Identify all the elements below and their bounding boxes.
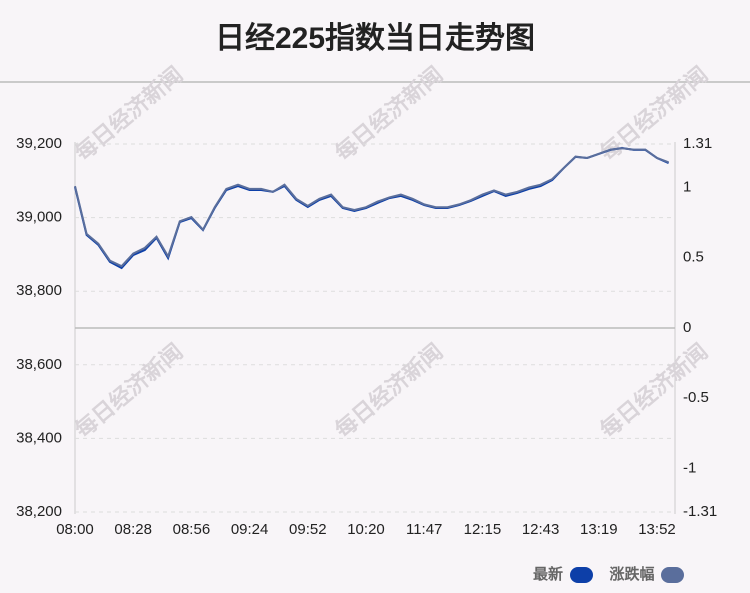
- x-tick-label: 10:20: [347, 521, 385, 538]
- x-tick-label: 12:43: [522, 521, 560, 538]
- y2-tick-label: -1: [683, 459, 696, 476]
- y2-tick-label: 0: [683, 319, 691, 336]
- watermark: 每日经济新闻: [70, 62, 187, 166]
- x-tick-label: 11:47: [406, 521, 442, 538]
- x-tick-label: 09:52: [289, 521, 327, 538]
- x-tick-label: 09:24: [231, 521, 269, 538]
- watermark: 每日经济新闻: [330, 339, 447, 443]
- y2-tick-label: 1: [683, 179, 691, 196]
- y-tick-label: 38,800: [16, 282, 62, 299]
- x-tick-label: 08:00: [56, 521, 94, 538]
- y-tick-label: 38,600: [16, 356, 62, 373]
- legend-swatch: [570, 567, 593, 583]
- x-tick-label: 13:52: [638, 521, 676, 538]
- x-tick-label: 13:19: [580, 521, 618, 538]
- y2-tick-label: 0.5: [683, 249, 704, 266]
- y2-tick-label: -0.5: [683, 389, 709, 406]
- x-tick-label: 08:56: [173, 521, 211, 538]
- y-tick-label: 38,400: [16, 429, 62, 446]
- y2-tick-label: 1.31: [683, 135, 712, 152]
- watermark: 每日经济新闻: [70, 339, 187, 443]
- x-tick-label: 08:28: [114, 521, 152, 538]
- y2-tick-label: -1.31: [683, 503, 717, 520]
- legend-swatch: [661, 567, 684, 583]
- watermark: 每日经济新闻: [330, 62, 447, 166]
- y-tick-label: 39,200: [16, 135, 62, 152]
- chart-title: 日经225指数当日走势图: [215, 21, 535, 55]
- line-series: [74, 147, 669, 268]
- y-tick-label: 39,000: [16, 209, 62, 226]
- x-tick-label: 12:15: [464, 521, 502, 538]
- legend-label: 最新: [533, 565, 563, 583]
- legend-label: 涨跌幅: [609, 565, 654, 583]
- y-tick-label: 38,200: [16, 503, 62, 520]
